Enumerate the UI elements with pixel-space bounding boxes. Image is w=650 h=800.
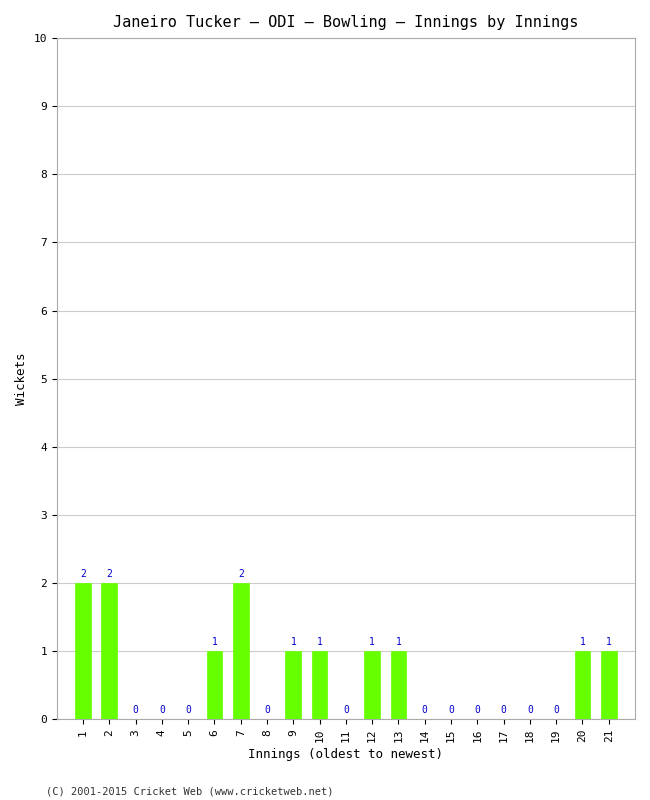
Text: 0: 0 xyxy=(474,705,480,715)
Text: 2: 2 xyxy=(80,569,86,579)
Text: 1: 1 xyxy=(291,637,296,647)
Text: 0: 0 xyxy=(343,705,349,715)
Text: 0: 0 xyxy=(133,705,138,715)
Text: 0: 0 xyxy=(422,705,428,715)
Bar xyxy=(601,651,617,719)
Text: 2: 2 xyxy=(107,569,112,579)
Bar xyxy=(285,651,301,719)
Text: 0: 0 xyxy=(500,705,506,715)
Bar xyxy=(312,651,328,719)
X-axis label: Innings (oldest to newest): Innings (oldest to newest) xyxy=(248,748,443,761)
Text: 1: 1 xyxy=(606,637,612,647)
Text: (C) 2001-2015 Cricket Web (www.cricketweb.net): (C) 2001-2015 Cricket Web (www.cricketwe… xyxy=(46,786,333,796)
Title: Janeiro Tucker – ODI – Bowling – Innings by Innings: Janeiro Tucker – ODI – Bowling – Innings… xyxy=(113,15,578,30)
Bar xyxy=(101,583,117,719)
Bar xyxy=(233,583,249,719)
Bar xyxy=(575,651,590,719)
Text: 1: 1 xyxy=(317,637,322,647)
Text: 0: 0 xyxy=(159,705,165,715)
Text: 0: 0 xyxy=(553,705,559,715)
Text: 1: 1 xyxy=(580,637,586,647)
Text: 0: 0 xyxy=(185,705,191,715)
Text: 2: 2 xyxy=(238,569,244,579)
Bar xyxy=(75,583,91,719)
Text: 1: 1 xyxy=(369,637,375,647)
Bar xyxy=(364,651,380,719)
Y-axis label: Wickets: Wickets xyxy=(15,353,28,405)
Text: 0: 0 xyxy=(264,705,270,715)
Bar xyxy=(391,651,406,719)
Bar xyxy=(207,651,222,719)
Text: 1: 1 xyxy=(395,637,402,647)
Text: 0: 0 xyxy=(448,705,454,715)
Text: 0: 0 xyxy=(527,705,533,715)
Text: 1: 1 xyxy=(211,637,217,647)
